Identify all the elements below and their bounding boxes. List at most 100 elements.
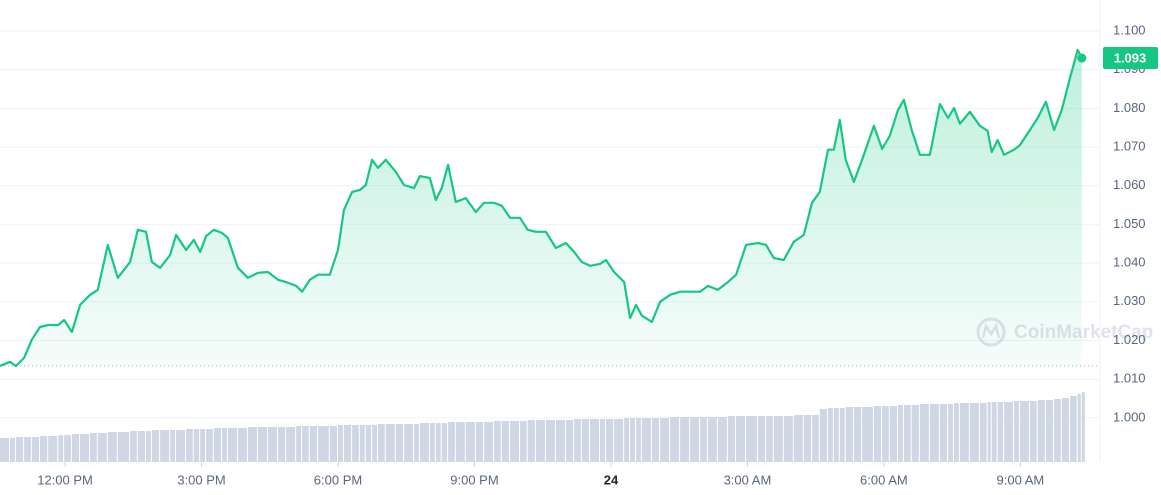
volume-bar — [413, 424, 419, 462]
volume-bar — [660, 418, 670, 462]
volume-bar — [635, 418, 641, 462]
volume-bar — [783, 416, 793, 462]
volume-bar — [24, 437, 31, 462]
volume-bar — [484, 422, 494, 462]
y-tick-label: 1.100 — [1113, 22, 1146, 37]
volume-bar — [969, 403, 979, 462]
x-tick-label: 6:00 AM — [860, 472, 908, 487]
axis: 1.1001.0901.0801.0701.0601.0501.0401.030… — [37, 0, 1158, 487]
volume-bar — [378, 424, 385, 462]
volume-bar — [71, 434, 80, 462]
x-tick-label: 24 — [604, 472, 619, 487]
volume-bar — [519, 421, 527, 462]
volume-bar — [889, 406, 898, 462]
y-tick-label: 1.040 — [1113, 255, 1146, 270]
x-tick-label: 9:00 PM — [450, 472, 498, 487]
volume-bar — [987, 402, 991, 462]
volume-bar — [793, 415, 803, 462]
volume-bar — [40, 436, 48, 462]
volume-bar — [501, 421, 509, 462]
volume-bar — [403, 424, 413, 462]
volume-bar — [555, 420, 565, 462]
volume-bar — [176, 430, 186, 462]
volume-bar — [845, 407, 853, 462]
volume-bar — [146, 431, 151, 462]
volume-bar — [929, 404, 939, 462]
volume-bar — [494, 421, 501, 462]
volume-bar — [1014, 401, 1019, 462]
volume-bar — [130, 431, 137, 462]
y-tick-label: 1.080 — [1113, 100, 1146, 115]
volume-bar — [58, 435, 64, 462]
volume-bar — [1077, 394, 1081, 462]
volume-bar — [574, 419, 581, 462]
volume-bar — [581, 419, 590, 462]
y-tick-label: 1.020 — [1113, 332, 1146, 347]
x-tick-label: 6:00 PM — [314, 472, 362, 487]
x-tick-label: 3:00 AM — [724, 472, 772, 487]
volume-bar — [1037, 400, 1045, 462]
volume-bar — [736, 416, 746, 462]
volume-bar — [200, 429, 206, 462]
volume-bar — [746, 416, 757, 462]
volume-bar — [267, 427, 277, 462]
volume-bar — [419, 423, 429, 462]
price-line — [0, 48, 1083, 368]
volume-bar — [853, 407, 862, 462]
volume-bar — [979, 403, 987, 462]
volume-bar — [1061, 398, 1069, 462]
volume-bar — [343, 425, 352, 462]
volume-bar — [365, 425, 372, 462]
volume-bar — [670, 417, 680, 462]
volume-bar — [448, 422, 455, 462]
volume-bar — [997, 402, 1004, 462]
volume-bar — [277, 427, 286, 462]
volume-bar — [15, 437, 24, 462]
volume-bar — [903, 405, 911, 462]
volume-bar — [690, 417, 700, 462]
volume-bar — [193, 429, 200, 462]
watermark: CoinMarketCap — [976, 317, 1153, 347]
volume-bar — [605, 419, 614, 462]
volume-bar — [10, 438, 15, 462]
y-tick-label: 1.070 — [1113, 138, 1146, 153]
volume-bar — [630, 418, 635, 462]
last-price-label: 1.093 — [1114, 50, 1147, 65]
volume-bar — [329, 426, 338, 462]
last-price-badge — [1103, 47, 1158, 70]
volume-bar — [839, 408, 845, 462]
volume-bar — [257, 427, 267, 462]
volume-bar — [727, 416, 736, 462]
volume-bar — [590, 419, 600, 462]
volume-bar — [527, 420, 535, 462]
volume-bar — [1004, 402, 1014, 462]
volume-bar — [1029, 401, 1037, 462]
volume-bar — [237, 428, 247, 462]
volume-bar — [1054, 399, 1061, 462]
volume-bar — [819, 409, 827, 462]
volume-bar — [352, 425, 359, 462]
volume-bar — [64, 435, 71, 462]
volume-bar — [317, 426, 329, 462]
volume-bar — [302, 426, 309, 462]
volume-bar — [939, 404, 948, 462]
y-tick-label: 1.050 — [1113, 216, 1146, 231]
volume-bar — [545, 420, 555, 462]
volume-bar — [372, 425, 378, 462]
volume-bar — [309, 426, 317, 462]
volume-bar — [833, 408, 839, 462]
volume-bar — [359, 425, 365, 462]
volume-bar — [953, 403, 959, 462]
last-point — [1077, 53, 1087, 63]
x-tick-label: 12:00 PM — [37, 472, 93, 487]
volume-bar — [80, 434, 90, 462]
y-tick-label: 1.060 — [1113, 177, 1146, 192]
volume-bar — [707, 417, 717, 462]
volume-bar — [766, 416, 773, 462]
volume-bar — [90, 433, 97, 462]
volume-bar — [717, 417, 727, 462]
volume-bar — [465, 422, 475, 462]
volume-bar — [296, 426, 302, 462]
volume — [0, 392, 1085, 462]
